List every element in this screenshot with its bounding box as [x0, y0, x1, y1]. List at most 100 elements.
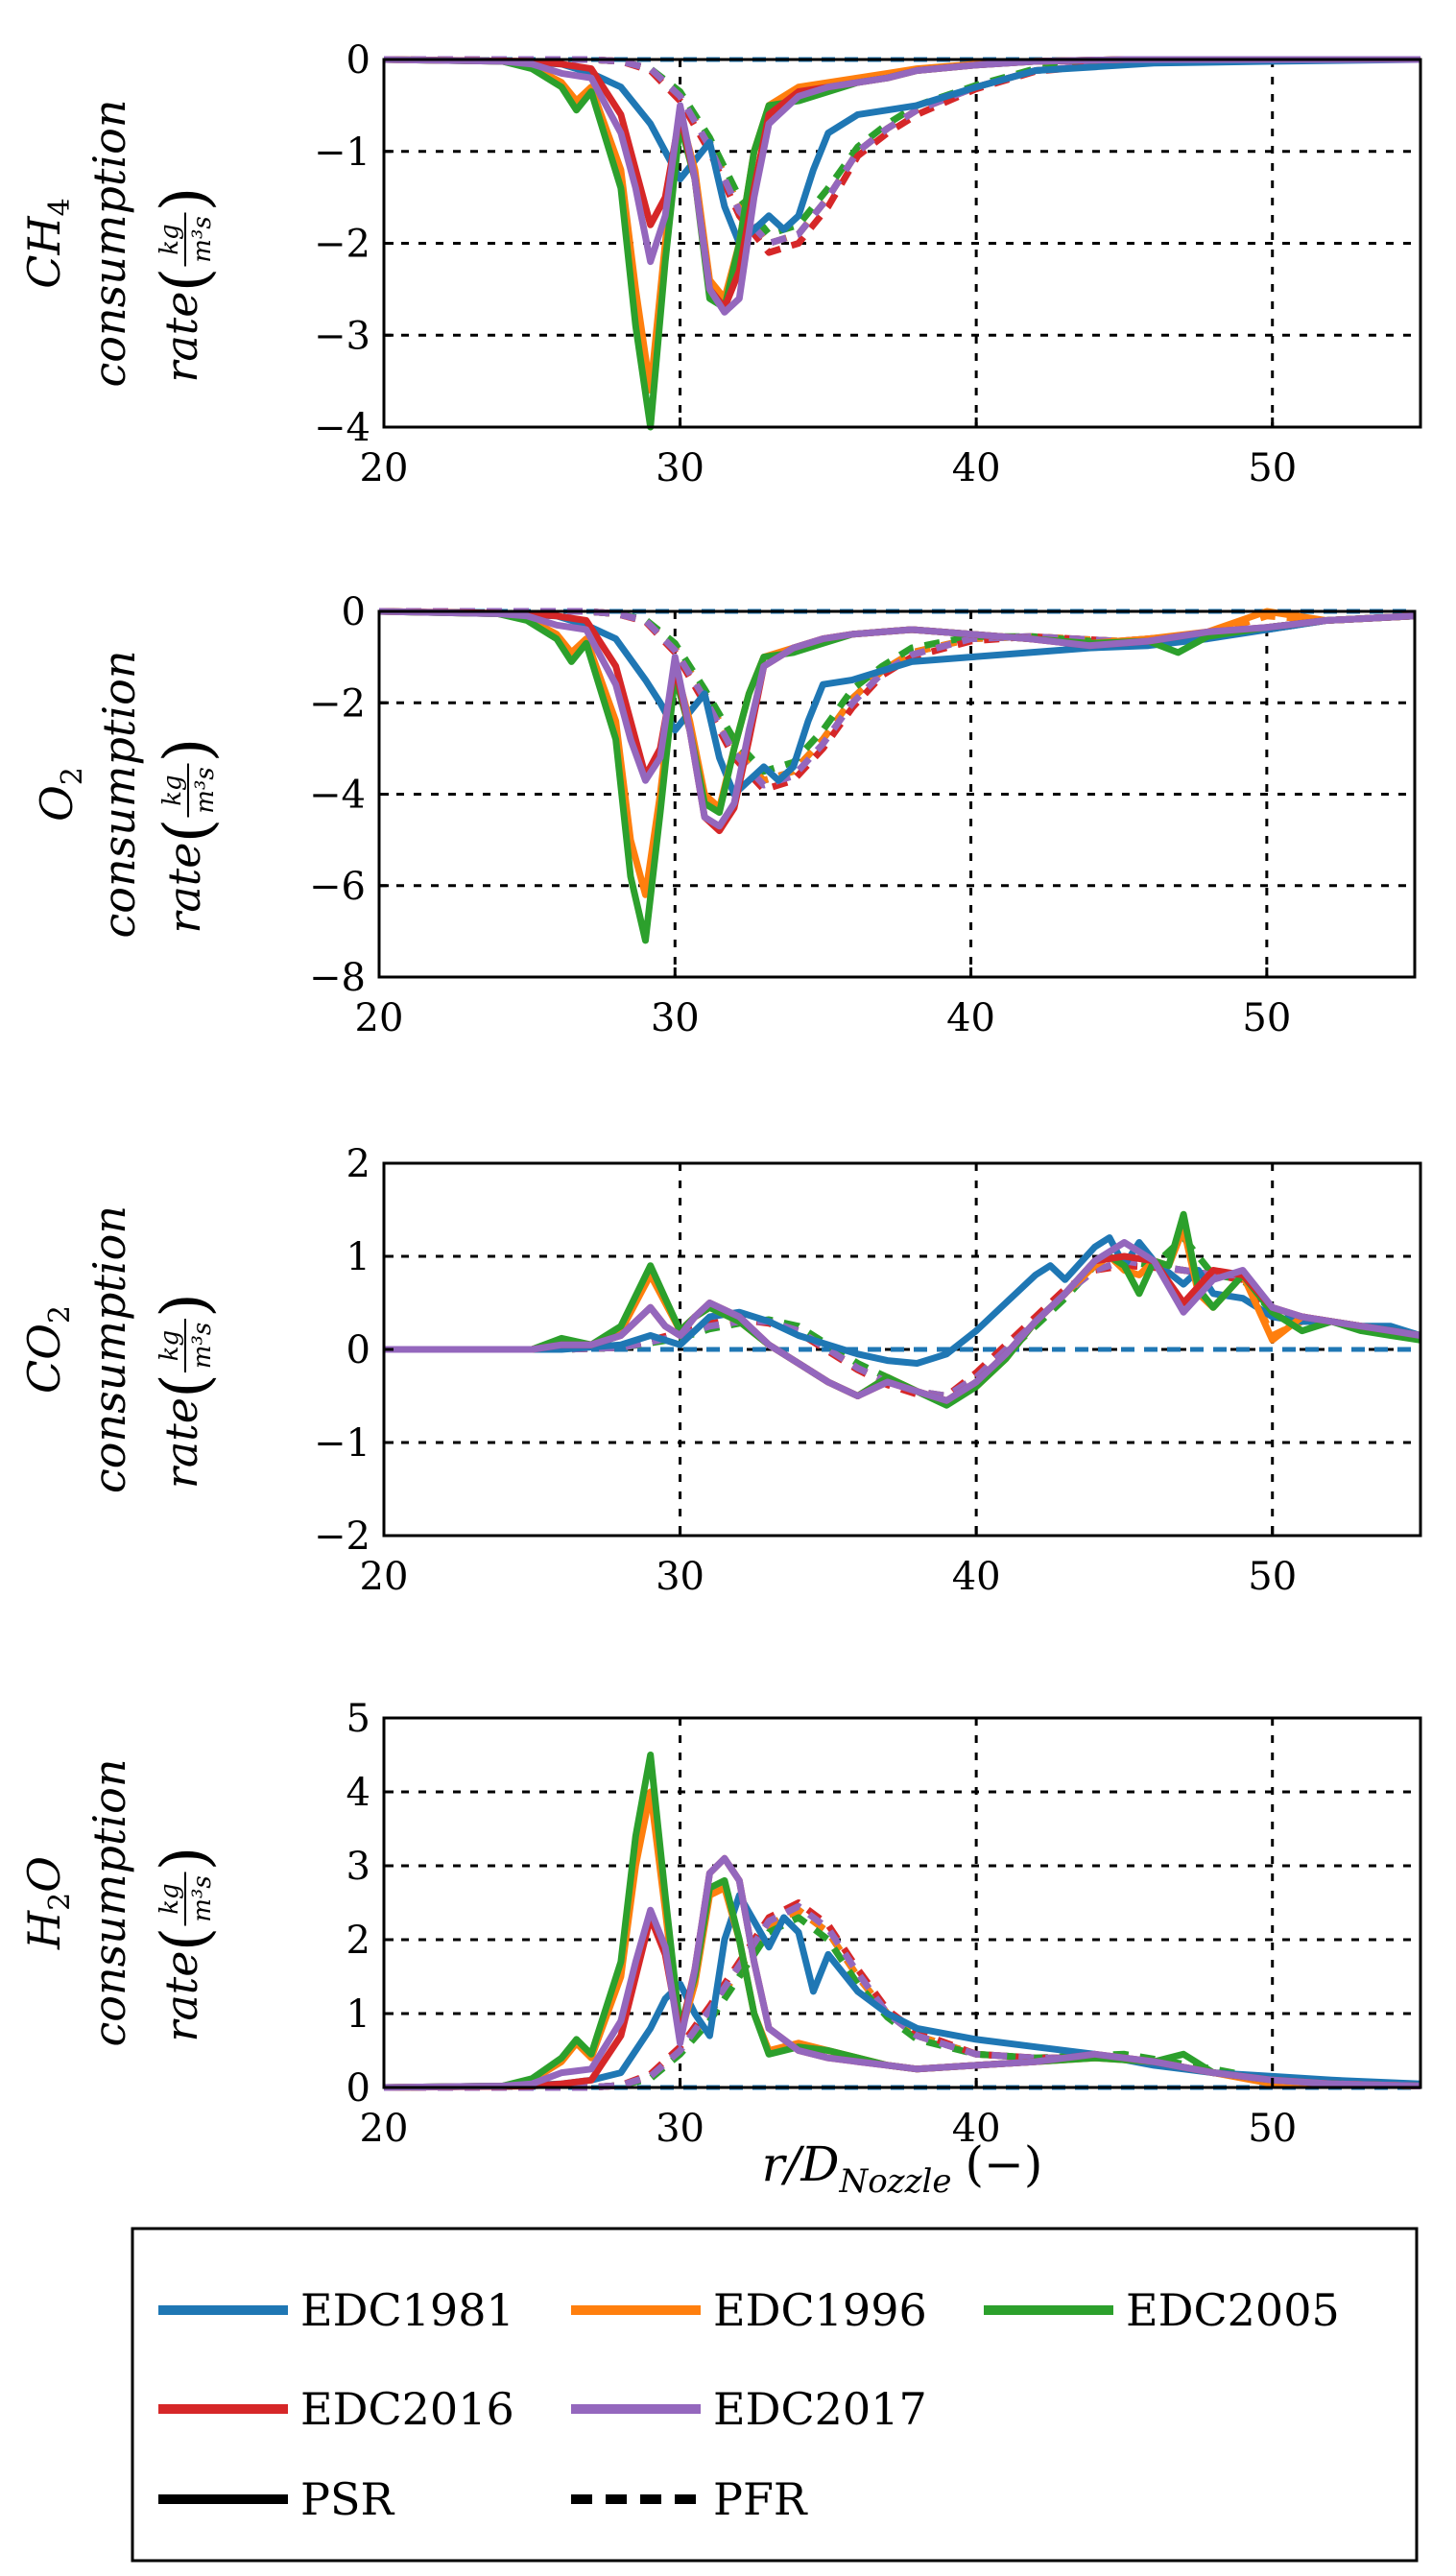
svg-text:): ) — [148, 187, 222, 212]
legend-box — [131, 2227, 1419, 2563]
svg-text:): ) — [148, 1847, 222, 1872]
series-line-edc1981-pfr — [379, 608, 1415, 784]
y-tick-label: 0 — [346, 38, 370, 83]
legend-label: EDC2016 — [300, 2383, 514, 2435]
y-tick-label: 0 — [346, 2066, 370, 2111]
series-line-edc2016-psr — [384, 56, 1420, 311]
series-line-edc1981-psr — [384, 56, 1420, 247]
species-suffix: O — [18, 1856, 70, 1893]
series-line-edc2016-pfr — [379, 608, 1415, 794]
series-line-edc2005-psr — [384, 1752, 1420, 2091]
y-axis-rate-unit: rate(kg m³s) — [151, 738, 225, 934]
plot-frame — [382, 1716, 1422, 2089]
y-axis-rate-unit: rate(kg m³s) — [148, 1293, 222, 1489]
series-line-edc2005-pfr — [384, 56, 1420, 238]
y-tick-label: −4 — [314, 406, 370, 450]
x-axis-title-main: r/D — [762, 2136, 840, 2192]
species-label: O — [31, 785, 83, 822]
y-axis-title: CH4 consumption rate(kg m³s) — [18, 100, 222, 388]
svg-text:(: ( — [148, 268, 222, 293]
y-tick-label: 0 — [342, 590, 366, 634]
series-line-edc1981-psr — [384, 1234, 1420, 1367]
species-label: H — [18, 1910, 70, 1950]
series-line-edc2016-pfr — [384, 56, 1420, 256]
y-tick-label: 5 — [346, 1697, 370, 1741]
x-tick-label: 30 — [656, 1555, 704, 1599]
panel-o2: 0 −2 −4 −6 −820 30 40 50 O2 consumption rate(kg m³s… — [31, 590, 1417, 1040]
gridlines — [384, 1718, 1420, 2087]
x-tick-label: 40 — [952, 446, 1001, 490]
x-tick-label: 30 — [651, 996, 700, 1040]
y-axis-title: O2 consumption rate(kg m³s) — [31, 651, 225, 939]
gridlines — [384, 60, 1420, 427]
x-axis-title-unit: (−) — [965, 2136, 1042, 2192]
svg-text:): ) — [148, 1293, 222, 1318]
y-tick-label: 4 — [346, 1771, 370, 1815]
series-line-edc1981-pfr — [384, 1906, 1420, 2091]
species-subscript: 2 — [43, 1305, 77, 1324]
x-tick-label: 20 — [355, 996, 404, 1040]
x-tick-label: 50 — [1248, 2107, 1297, 2151]
series-group — [379, 608, 1415, 944]
legend-item-pfr: PFR — [571, 2473, 808, 2525]
unit-denominator: m³s — [188, 216, 217, 262]
y-axis-rate-unit: rate(kg m³s) — [148, 187, 222, 383]
unit-numerator: kg — [155, 1883, 184, 1914]
unit-numerator: kg — [158, 775, 187, 805]
svg-text:CH4: CH4 — [18, 198, 77, 288]
series-line-edc2017-pfr — [384, 1902, 1420, 2091]
series-line-edc1996-psr — [379, 608, 1415, 898]
series-line-edc2017-pfr — [379, 608, 1415, 789]
y-tick-label: −1 — [314, 1421, 370, 1466]
y-tick-label: −1 — [314, 131, 370, 175]
series-group — [384, 1752, 1420, 2091]
series-line-edc2017-psr — [384, 1239, 1420, 1404]
series-line-edc2017-psr — [384, 56, 1420, 316]
series-line-edc2005-pfr — [384, 1234, 1420, 1404]
x-tick-label: 40 — [952, 2107, 1001, 2151]
species-label: CH — [18, 216, 70, 289]
series-group — [384, 1210, 1420, 1409]
series-line-edc1996-pfr — [384, 1906, 1420, 2091]
unit-denominator: m³s — [188, 1323, 217, 1369]
legend-item-edc2017: EDC2017 — [571, 2383, 927, 2435]
series-line-edc1981-psr — [384, 1892, 1420, 2091]
unit-denominator: m³s — [188, 1875, 217, 1921]
y-axis-word-rate: rate — [158, 843, 210, 934]
y-axis-word-rate: rate — [155, 1397, 207, 1489]
x-tick-label: 20 — [360, 2107, 409, 2151]
legend-label: PSR — [300, 2473, 394, 2525]
legend: EDC1981 EDC1996 EDC2005 EDC2016 EDC2017 PSR PF… — [131, 2227, 1419, 2563]
series-line-edc1981-psr — [379, 608, 1415, 798]
svg-text:(: ( — [148, 1373, 222, 1398]
y-axis-word-consumption: consumption — [84, 100, 135, 388]
svg-text:(: ( — [148, 1927, 222, 1952]
series-line-edc2005-psr — [384, 1210, 1420, 1409]
y-axis-word-rate: rate — [155, 292, 207, 383]
legend-item-edc1981: EDC1981 — [158, 2284, 514, 2336]
species-label: CO — [18, 1324, 70, 1394]
y-tick-label: 1 — [346, 1235, 370, 1279]
series-line-edc2017-psr — [379, 608, 1415, 830]
svg-text:): ) — [151, 738, 225, 763]
series-line-edc2017-psr — [384, 1854, 1420, 2091]
species-subscript: 2 — [56, 767, 89, 785]
y-axis-title: CO2 consumption rate(kg m³s) — [18, 1205, 222, 1493]
series-line-edc1996-pfr — [379, 608, 1415, 784]
y-tick-label: −4 — [309, 774, 366, 818]
y-tick-label: −3 — [314, 314, 370, 358]
y-tick-label: 3 — [346, 1845, 370, 1889]
y-tick-label: −2 — [314, 1515, 370, 1559]
svg-text:H2O: H2O — [18, 1856, 77, 1950]
y-tick-label: −2 — [309, 681, 366, 726]
species-subscript: 2 — [43, 1893, 77, 1911]
y-tick-label: −2 — [314, 223, 370, 267]
legend-label: EDC2005 — [1126, 2284, 1340, 2336]
x-tick-label: 20 — [360, 446, 409, 490]
y-axis-word-consumption: consumption — [93, 651, 145, 939]
legend-label: EDC1996 — [713, 2284, 927, 2336]
x-tick-label: 30 — [656, 446, 704, 490]
y-tick-label: 2 — [346, 1142, 370, 1186]
